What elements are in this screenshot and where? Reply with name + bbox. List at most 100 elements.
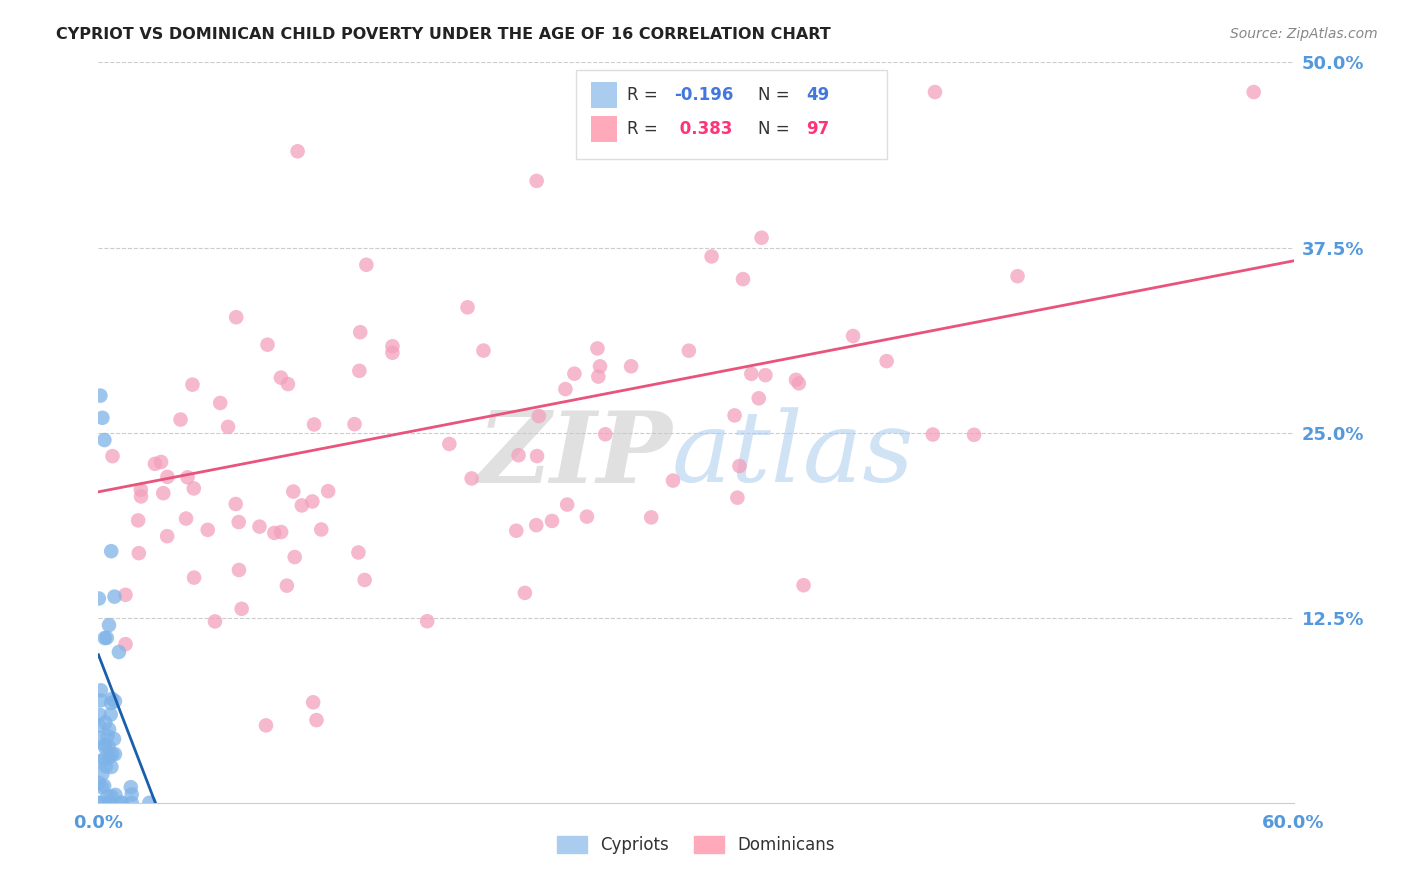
Point [381,339,404,353]
Point [90,683,112,698]
Point [785,373,807,387]
FancyBboxPatch shape [591,82,617,108]
Point [302,417,325,432]
Text: atlas: atlas [672,407,915,502]
Point [100,544,122,558]
Point [728,458,751,473]
Point [924,85,946,99]
Point [129,483,152,497]
Text: CYPRIOT VS DOMINICAN CHILD POVERTY UNDER THE AGE OF 16 CORRELATION CHART: CYPRIOT VS DOMINICAN CHILD POVERTY UNDER… [56,27,831,42]
Point [104,747,127,761]
Point [876,354,898,368]
Point [94,740,117,755]
Text: ZIP: ZIP [477,407,672,503]
Point [98,796,121,810]
Point [114,588,136,602]
Point [156,470,179,484]
Point [89,707,111,722]
Point [678,343,700,358]
Point [93,631,115,645]
Point [526,174,548,188]
Point [305,713,328,727]
Point [349,325,371,339]
Point [349,364,371,378]
Point [270,524,292,539]
Point [731,272,754,286]
Text: R =: R = [627,120,662,138]
Point [197,523,219,537]
Point [276,579,298,593]
Point [90,796,112,810]
Point [472,343,495,358]
Point [100,789,122,804]
Point [589,359,612,374]
FancyBboxPatch shape [576,70,887,159]
Point [527,409,550,423]
Point [225,310,247,325]
Point [104,694,127,708]
Point [640,510,662,524]
Point [291,499,314,513]
Point [101,449,124,463]
Text: Source: ZipAtlas.com: Source: ZipAtlas.com [1230,27,1378,41]
Point [457,301,479,315]
Point [89,388,111,402]
Point [152,486,174,500]
Point [120,780,142,795]
Point [231,602,253,616]
Point [108,645,131,659]
Point [555,498,578,512]
Point [595,427,617,442]
Point [101,747,124,762]
Point [1007,269,1029,284]
Point [98,618,121,632]
Point [283,484,305,499]
Point [554,382,576,396]
Point [103,731,125,746]
Point [586,342,609,356]
Point [114,637,136,651]
Point [90,693,112,707]
Point [87,776,110,790]
Text: N =: N = [758,87,794,104]
Point [93,751,115,765]
Point [96,631,118,645]
Point [225,497,247,511]
Point [256,337,278,351]
Point [183,482,205,496]
Point [541,514,564,528]
Point [263,525,285,540]
Point [209,396,232,410]
Point [100,696,122,710]
Point [103,590,125,604]
Point [748,392,770,406]
Point [284,549,307,564]
Point [91,767,114,781]
Point [91,410,114,425]
Point [347,545,370,559]
Point [181,377,204,392]
Text: N =: N = [758,120,794,138]
Point [287,145,309,159]
Point [97,739,120,754]
Point [723,409,745,423]
Point [1243,85,1265,99]
Point [128,546,150,560]
Point [700,250,723,264]
Point [228,563,250,577]
Text: R =: R = [627,87,662,104]
Point [87,591,110,606]
Legend: Cypriots, Dominicans: Cypriots, Dominicans [550,830,842,861]
Point [93,779,115,793]
Point [921,427,943,442]
Point [316,484,339,499]
Point [138,796,160,810]
Point [505,524,527,538]
Point [302,695,325,709]
Point [127,513,149,527]
Point [183,571,205,585]
Point [662,474,685,488]
Point [100,760,122,774]
Point [460,471,482,485]
Point [439,437,461,451]
